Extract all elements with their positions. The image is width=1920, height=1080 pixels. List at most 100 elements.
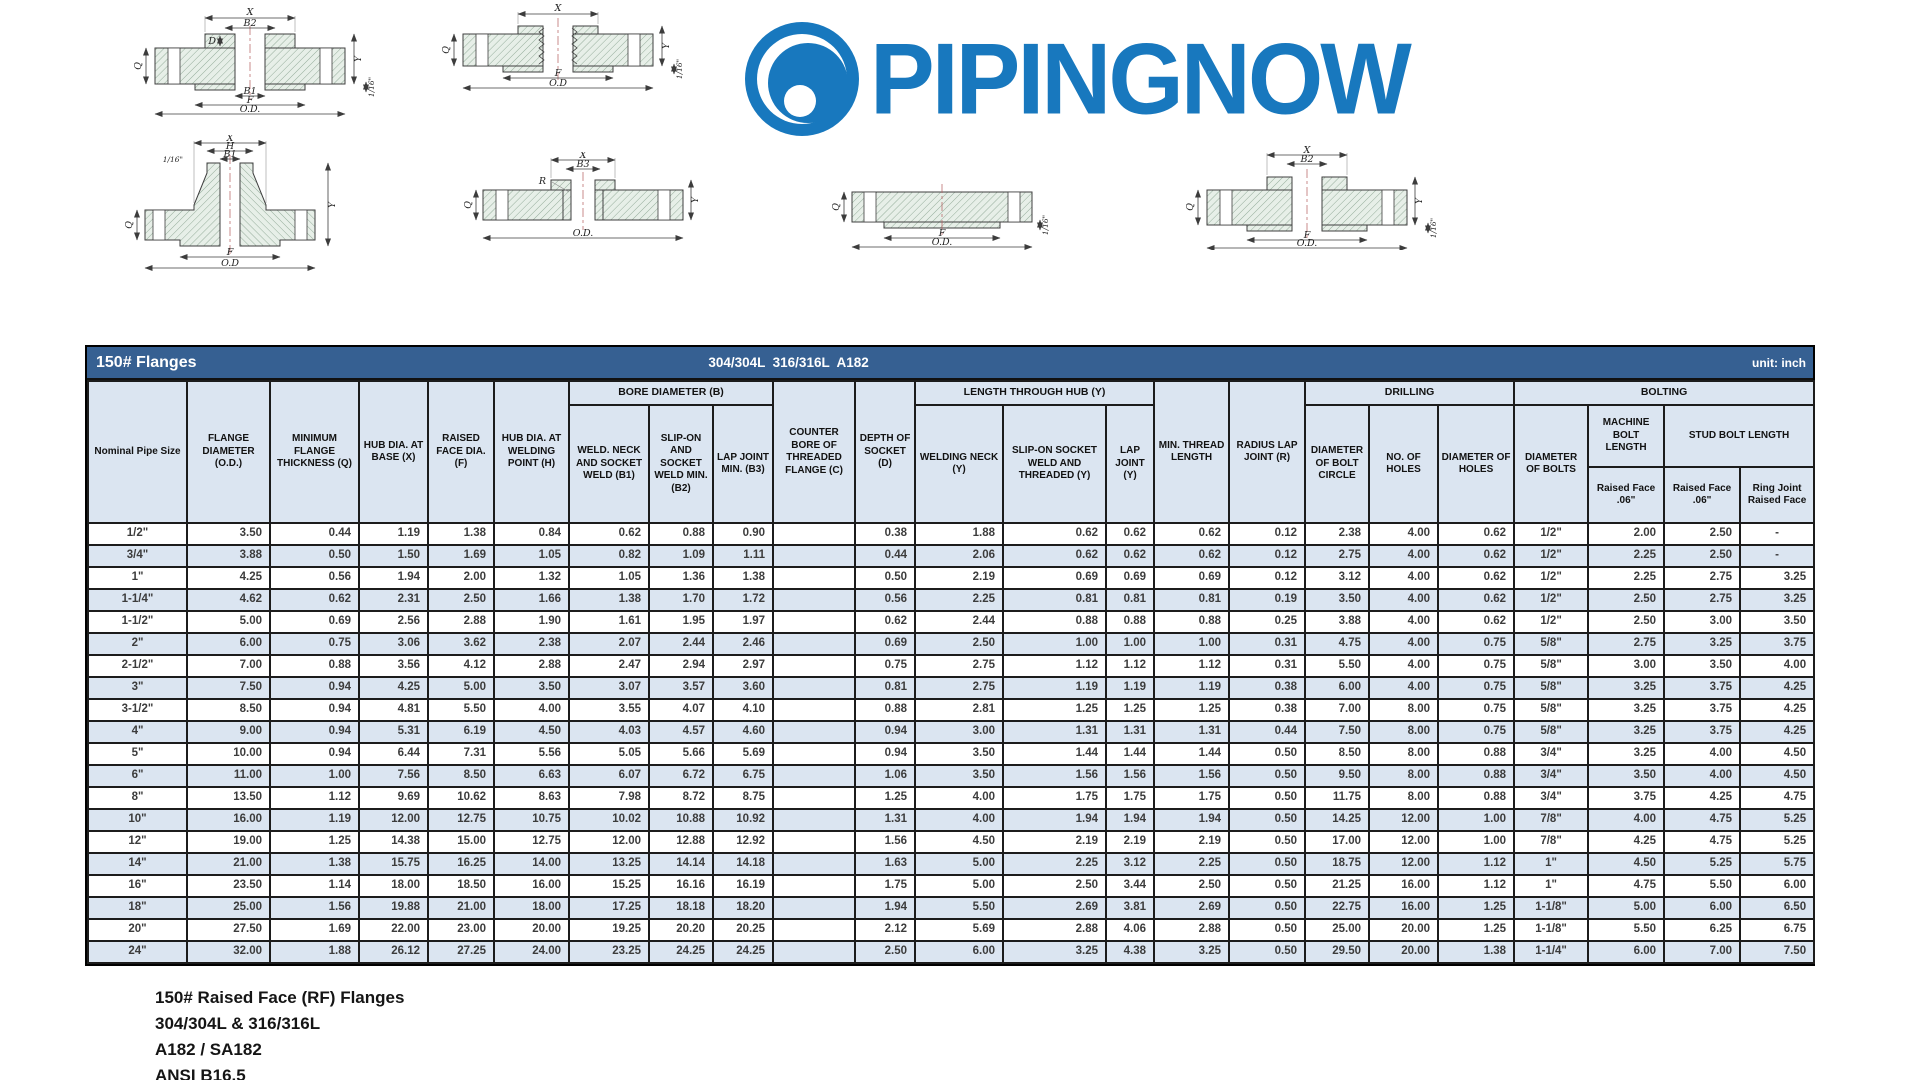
cell: 1.00 <box>269 764 360 788</box>
cell <box>772 566 857 590</box>
cell: 5.05 <box>568 742 650 766</box>
cell: 1.97 <box>711 610 775 634</box>
cell: 1.56 <box>269 896 360 920</box>
cell: 1-1/8" <box>1513 918 1590 942</box>
dim-label-q: Q <box>124 221 135 229</box>
cell: 7.00 <box>1663 940 1742 964</box>
cell: 5.69 <box>711 742 775 766</box>
cell: 0.88 <box>1002 610 1108 634</box>
cell: 4.25 <box>1587 830 1666 854</box>
cell: 3.50 <box>1304 588 1371 612</box>
cell: 24.00 <box>493 940 570 964</box>
cell: 4.75 <box>1587 874 1666 898</box>
cell: 3.60 <box>711 676 775 700</box>
cell: 0.81 <box>1002 588 1108 612</box>
cell: 16.25 <box>427 852 495 876</box>
cell: 19.88 <box>358 896 429 920</box>
cell: 1.25 <box>1437 896 1516 920</box>
cell: 5.00 <box>427 676 495 700</box>
cell <box>772 896 857 920</box>
cell: 0.50 <box>1228 874 1307 898</box>
cell: 4" <box>87 720 188 744</box>
footer-notes: 150# Raised Face (RF) Flanges 304/304L &… <box>155 985 404 1080</box>
flange-cross-section <box>154 26 346 100</box>
table-row: 16" 23.50 1.14 18.00 18.50 16.00 15.25 16.16 16.… <box>87 874 1816 898</box>
dim-label-h: H <box>225 141 235 152</box>
cell: 2.97 <box>711 654 775 678</box>
flange-cross-section <box>1206 169 1408 239</box>
cell: 3.50 <box>914 742 1005 766</box>
col-header-b2: SLIP-ON AND SOCKET WELD MIN. (B2) <box>648 404 714 524</box>
col-header-welding-neck-y: WELDING NECK (Y) <box>914 404 1005 524</box>
cell: 5.25 <box>1739 830 1816 854</box>
col-header-raised-face-dia: RAISED FACE DIA. (F) <box>427 380 495 524</box>
dimensions: X B2 Q Y 1/16" F O.D. <box>1185 145 1438 250</box>
cell: 0.81 <box>1105 588 1156 612</box>
cell <box>772 940 857 964</box>
cell: 1.31 <box>854 808 917 832</box>
cell: 29.50 <box>1304 940 1371 964</box>
cell: 10.62 <box>427 786 495 810</box>
weld-neck-flange-drawing: X H B1 1/16" Q F O.D Y <box>124 135 338 271</box>
cell: 0.12 <box>1228 566 1307 590</box>
cell: 22.75 <box>1304 896 1371 920</box>
cell: 1.88 <box>914 522 1005 546</box>
cell: 4.07 <box>648 698 714 722</box>
cell: 1.00 <box>1153 632 1231 656</box>
flange-cross-section <box>851 184 1033 236</box>
cell: 8.50 <box>427 764 495 788</box>
cell: 3.25 <box>1587 742 1666 766</box>
cell: 4.75 <box>1663 808 1742 832</box>
cell: 4.00 <box>1663 764 1742 788</box>
cell: 3.12 <box>1105 852 1156 876</box>
dim-label-sixteenth: 1/16" <box>163 155 183 164</box>
dim-label-b2: B2 <box>1299 154 1313 165</box>
col-header-counter-bore: COUNTER BORE OF THREADED FLANGE (C) <box>772 380 857 524</box>
cell <box>772 720 857 744</box>
cell: 0.31 <box>1228 632 1307 656</box>
dim-label-od: O.D. <box>573 228 594 239</box>
cell: 2.50 <box>914 632 1005 656</box>
cell: 11.75 <box>1304 786 1371 810</box>
cell: 8.00 <box>1368 720 1440 744</box>
cell: 1.56 <box>1002 764 1108 788</box>
cell: 5.56 <box>493 742 570 766</box>
cell: 0.44 <box>854 544 917 568</box>
slip-on-flange-drawing: X B2 Q Y 1/16" F O.D. <box>1185 145 1438 250</box>
cell: 1.70 <box>648 588 714 612</box>
cell: 3.50 <box>914 764 1005 788</box>
cell: 6.44 <box>358 742 429 766</box>
cell: 12.75 <box>493 830 570 854</box>
cell: 0.69 <box>269 610 360 634</box>
col-header-machine-bolt-raised-face: Raised Face .06" <box>1587 466 1666 524</box>
cell: 3.81 <box>1105 896 1156 920</box>
cell: 1/2" <box>1513 566 1590 590</box>
cell: 3-1/2" <box>87 698 188 722</box>
cell: 3.44 <box>1105 874 1156 898</box>
cell: 0.50 <box>1228 742 1307 766</box>
dim-label-b1: B1 <box>242 86 256 97</box>
cell: 4.50 <box>1739 764 1816 788</box>
table-material-subtitle: 304/304L 316/316L A182 <box>708 355 869 370</box>
cell: 1/2" <box>1513 522 1590 546</box>
dim-label-y: Y <box>690 195 701 203</box>
cell: 0.50 <box>1228 852 1307 876</box>
col-header-lap-joint-y: LAP JOINT (Y) <box>1105 404 1156 524</box>
cell: 1.38 <box>1437 940 1516 964</box>
cell: 3.07 <box>568 676 650 700</box>
cell: 1.94 <box>1002 808 1108 832</box>
cell: 16.00 <box>186 808 271 832</box>
cell: 2.75 <box>1304 544 1371 568</box>
cell <box>772 654 857 678</box>
cell: 7/8" <box>1513 808 1590 832</box>
cell: 0.75 <box>1437 720 1516 744</box>
cell: 4.25 <box>1739 720 1816 744</box>
cell: 2.25 <box>1153 852 1231 876</box>
col-header-nominal-pipe-size: Nominal Pipe Size <box>87 380 188 524</box>
cell: 1.11 <box>711 544 775 568</box>
cell: 1.19 <box>358 522 429 546</box>
brand-logo-icon <box>745 22 859 136</box>
cell: 2.88 <box>1153 918 1231 942</box>
cell: 1.63 <box>854 852 917 876</box>
cell: 14.38 <box>358 830 429 854</box>
